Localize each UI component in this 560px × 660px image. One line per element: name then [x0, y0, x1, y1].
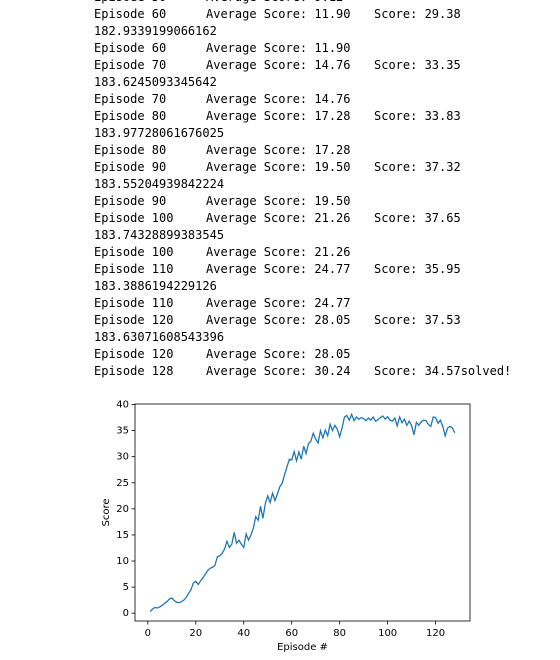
log-text: Episode 100: [94, 245, 174, 259]
log-text: Episode 90: [94, 160, 167, 174]
axes-frame: [134, 403, 471, 622]
log-text: Episode 120: [94, 313, 174, 327]
x-tick-label: 80: [333, 628, 346, 639]
log-text: Average Score: 19.50: [206, 194, 351, 208]
log-text: Average Score: 11.90: [206, 41, 351, 55]
log-text: Score: 34.57solved!: [374, 364, 512, 378]
log-text: Average Score: 21.26: [206, 245, 351, 259]
log-text: 182.9339199066162: [94, 24, 217, 38]
log-text: 183.97728061676025: [94, 126, 225, 140]
log-text: Score: 37.32: [374, 160, 461, 174]
log-text: Average Score: 24.77: [206, 296, 351, 310]
log-text: Average Score: 14.76: [206, 92, 351, 106]
log-text: Episode 100: [94, 211, 174, 225]
log-text: 183.74328899383545: [94, 228, 225, 242]
log-text: Average Score: 17.28: [206, 109, 351, 123]
log-output: Episode 50 Average Score: 9.12 Episode 60 A…: [94, 0, 512, 378]
log-text: Average Score: 11.90: [206, 7, 351, 21]
log-text: 183.63071608543396: [94, 330, 225, 344]
x-tick-label: 60: [285, 628, 298, 639]
y-tick-label: 25: [116, 478, 129, 489]
log-text: Average Score: 28.05: [206, 347, 351, 361]
y-tick-label: 0: [123, 608, 129, 619]
log-text: Episode 120: [94, 347, 174, 361]
log-text: Episode 80: [94, 109, 167, 123]
score-line: [149, 412, 456, 613]
log-text: Average Score: 24.77: [206, 262, 351, 276]
y-axis-label: Score: [101, 498, 112, 526]
log-text: Score: 33.35: [374, 58, 461, 72]
x-tick-label: 40: [237, 628, 250, 639]
y-tick-label: 15: [116, 530, 129, 541]
log-text: 183.3886194229126: [94, 279, 217, 293]
y-tick-label: 5: [123, 582, 129, 593]
log-text: Episode 80: [94, 143, 167, 157]
y-tick-label: 20: [116, 504, 129, 515]
y-tick-label: 10: [116, 556, 129, 567]
log-text: Episode 60: [94, 7, 167, 21]
log-text: Episode 110: [94, 296, 174, 310]
log-text: Episode 70: [94, 92, 167, 106]
y-tick-label: 35: [116, 426, 129, 437]
x-tick-label: 100: [378, 628, 397, 639]
y-tick-label: 40: [116, 400, 129, 411]
log-text: Score: 37.65: [374, 211, 461, 225]
y-tick-label: 30: [116, 452, 129, 463]
log-text: Score: 29.38: [374, 7, 461, 21]
log-text: 183.55204939842224: [94, 177, 225, 191]
log-text: Episode 50: [94, 0, 166, 6]
log-text: Average Score: 30.24: [206, 364, 351, 378]
log-text: Episode 110: [94, 262, 174, 276]
x-tick-label: 120: [426, 628, 445, 639]
x-axis-label: Episode #: [277, 642, 328, 653]
log-text: Score: 37.53: [374, 313, 461, 327]
log-text: Score: 35.95: [374, 262, 461, 276]
log-text: Average Score: 9.12: [206, 0, 343, 6]
log-text: Episode 60: [94, 41, 167, 55]
log-text: Average Score: 17.28: [206, 143, 351, 157]
x-tick-label: 0: [145, 628, 151, 639]
log-text: Episode 90: [94, 194, 167, 208]
x-tick-label: 20: [189, 628, 202, 639]
log-text: Average Score: 21.26: [206, 211, 351, 225]
log-text: Score: 33.83: [374, 109, 461, 123]
log-text: Episode 70: [94, 58, 167, 72]
log-text: Episode 128: [94, 364, 174, 378]
log-text: Average Score: 14.76: [206, 58, 351, 72]
log-text: Average Score: 28.05: [206, 313, 351, 327]
log-text: Average Score: 19.50: [206, 160, 351, 174]
log-text: 183.6245093345642: [94, 75, 217, 89]
